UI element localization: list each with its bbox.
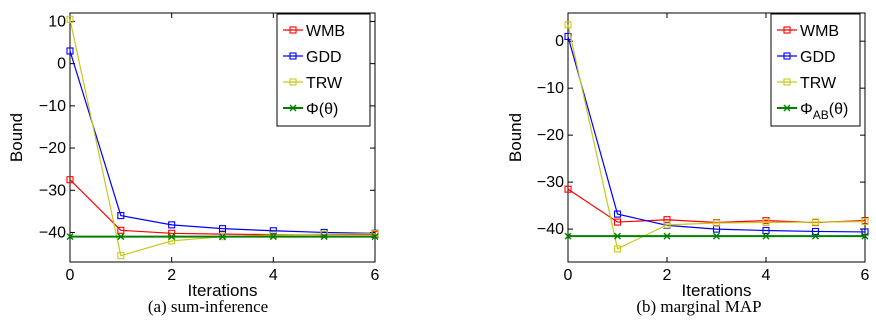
legend-label: TRW: [306, 75, 343, 92]
data-point: [811, 227, 820, 236]
y-axis-label: Bound: [506, 113, 525, 162]
series-trw: [564, 21, 869, 253]
legend-marker: [289, 78, 297, 86]
legend-label: WMB: [306, 23, 345, 40]
data-point: [168, 237, 176, 245]
data-point: [613, 210, 622, 218]
data-point: [564, 21, 572, 29]
y-tick-label: −20: [537, 127, 564, 144]
x-tick-label: 4: [762, 267, 771, 284]
legend-label: GDD: [800, 49, 836, 66]
plot-area: [69, 12, 376, 263]
x-tick-label: 6: [371, 267, 380, 284]
y-tick-label: −40: [537, 221, 564, 238]
y-tick-label: −10: [537, 80, 564, 97]
series-line: [567, 24, 866, 250]
chart-caption: (a) sum-inference: [148, 297, 268, 316]
y-tick-label: −40: [39, 224, 66, 241]
legend-marker: [289, 26, 297, 34]
x-tick-label: 2: [167, 267, 176, 284]
legend: WMB GDD TRW Φ(θ): [276, 13, 371, 127]
legend-marker: [783, 78, 791, 86]
x-tick-label: 6: [861, 267, 870, 284]
y-tick-label: 0: [57, 56, 66, 73]
data-point: [762, 218, 770, 227]
legend-marker: [783, 52, 791, 60]
legend-label: GDD: [306, 49, 342, 66]
y-tick-label: −30: [537, 174, 564, 191]
legend-marker: [289, 52, 297, 60]
data-point: [168, 233, 176, 241]
data-point: [117, 226, 125, 234]
data-point: [218, 225, 227, 233]
data-point: [117, 252, 125, 260]
data-point: [663, 232, 671, 240]
data-point: [66, 176, 74, 184]
chart-marginal-map: 0 2 4 6 0 −10 −20 −30 −40 Iterations Bound WMB GDD TR…: [506, 12, 870, 316]
data-point: [614, 232, 621, 240]
y-tick-label: −20: [39, 140, 66, 157]
data-point: [713, 232, 720, 240]
plot-area: [567, 12, 866, 263]
series-phi: [564, 232, 869, 240]
data-point: [320, 233, 328, 241]
series-line: [69, 50, 376, 234]
series-line: [69, 179, 375, 236]
legend-label: Φ(θ): [306, 101, 338, 118]
data-point: [762, 232, 770, 240]
data-point: [117, 212, 125, 220]
legend-marker: [289, 104, 297, 112]
data-point: [371, 233, 379, 241]
x-tick-label: 4: [269, 267, 278, 284]
x-tick-label: 0: [66, 267, 75, 284]
y-tick-label: −10: [39, 98, 66, 115]
data-point: [762, 226, 770, 235]
data-point: [613, 218, 622, 226]
data-point: [66, 233, 74, 241]
x-tick-label: 2: [663, 267, 672, 284]
y-tick-label: 10: [48, 13, 66, 30]
legend-label: ΦAB(θ): [800, 101, 848, 122]
legend-label: TRW: [800, 75, 837, 92]
data-point: [564, 232, 572, 240]
data-point: [811, 218, 820, 226]
x-axis-label: Iterations: [682, 281, 752, 300]
data-point: [712, 219, 721, 227]
y-tick-label: 0: [555, 33, 564, 50]
data-point: [269, 231, 277, 239]
legend-marker: [783, 26, 791, 34]
data-point: [269, 233, 277, 241]
data-point: [219, 233, 226, 241]
series-line: [567, 36, 866, 233]
legend: WMB GDD TRW ΦAB(θ): [770, 13, 861, 127]
legend-marker: [783, 104, 791, 112]
data-point: [812, 232, 819, 240]
legend-label: WMB: [800, 23, 839, 40]
data-point: [861, 228, 869, 236]
data-point: [564, 185, 572, 193]
data-point: [663, 221, 671, 229]
data-point: [117, 233, 125, 241]
data-point: [269, 227, 277, 235]
chart-sum-inference: 0 2 4 6 10 0 −10 −20 −30 −40 Iterations Bound WMB GDD…: [7, 12, 380, 316]
data-point: [861, 232, 869, 240]
x-tick-label: 0: [564, 267, 573, 284]
chart-caption: (b) marginal MAP: [636, 297, 761, 316]
data-point: [66, 47, 74, 55]
x-axis-label: Iterations: [188, 281, 258, 300]
y-axis-label: Bound: [7, 113, 26, 162]
series-phi: [66, 233, 379, 241]
data-point: [168, 221, 176, 229]
data-point: [861, 218, 869, 226]
data-point: [613, 245, 622, 253]
y-tick-label: −30: [39, 182, 66, 199]
data-point: [66, 15, 74, 23]
